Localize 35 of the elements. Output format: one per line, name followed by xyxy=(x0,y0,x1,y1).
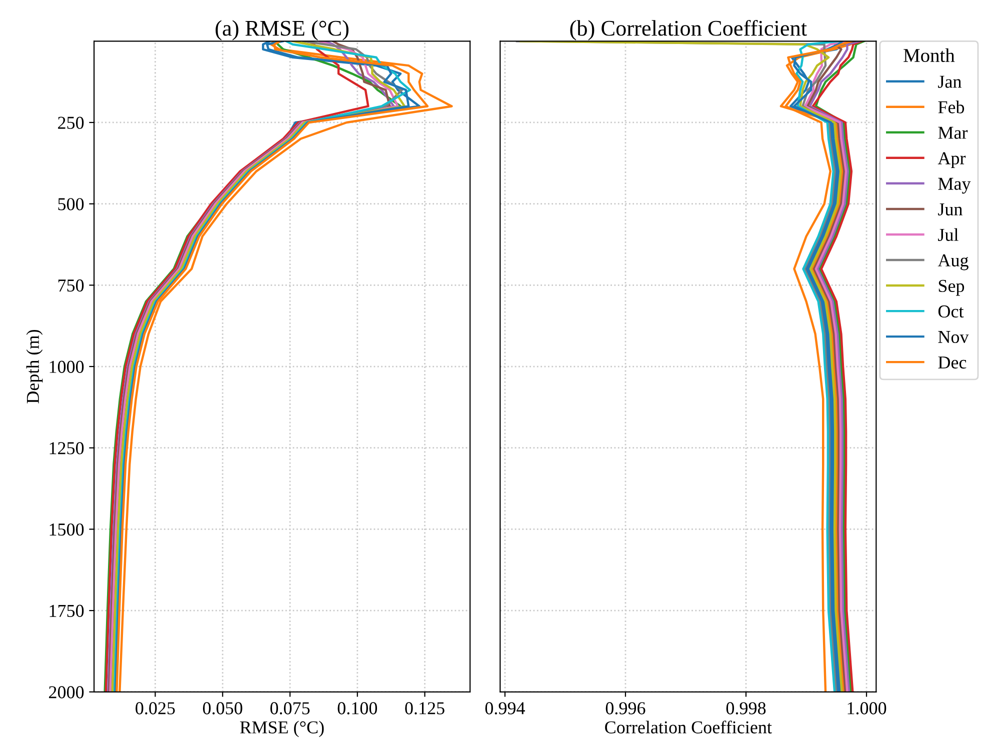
chart-title: (b) Correlation Coefficient xyxy=(570,20,807,40)
y-tick-label: 750 xyxy=(58,279,84,292)
x-tick-label: 0.050 xyxy=(202,702,242,714)
x-tick-label: 0.025 xyxy=(136,702,175,714)
legend-label: Nov xyxy=(938,331,969,344)
legend-label: Apr xyxy=(938,152,966,168)
x-tick-label: 0.125 xyxy=(405,702,444,714)
legend-label: Dec xyxy=(938,356,966,369)
y-tick-label: 1250 xyxy=(50,442,84,454)
y-tick-label: 1750 xyxy=(50,604,84,617)
legend-title: Month xyxy=(904,48,955,62)
x-tick-label: 0.075 xyxy=(270,702,310,714)
legend-label: May xyxy=(938,178,971,194)
x-tick-label: 0.996 xyxy=(606,702,646,714)
legend-label: Jan xyxy=(938,76,962,88)
legend-label: Jun xyxy=(938,203,962,216)
x-tick-label: 0.100 xyxy=(338,702,378,714)
y-tick-label: 2000 xyxy=(49,686,84,698)
x-tick-label: 0.998 xyxy=(726,702,766,714)
x-axis-title: RMSE (°C) xyxy=(240,720,324,738)
y-axis-title: Depth (m) xyxy=(26,330,43,404)
y-tick-label: 500 xyxy=(58,198,84,210)
legend-label: Oct xyxy=(938,305,964,318)
y-tick-label: 1000 xyxy=(50,360,84,373)
x-tick-label: 0.994 xyxy=(485,702,525,714)
x-tick-label: 1.000 xyxy=(848,702,886,714)
legend-label: Mar xyxy=(938,126,968,139)
y-tick-label: 250 xyxy=(58,116,84,129)
legend-label: Aug xyxy=(938,254,968,270)
x-axis-title: Correlation Coefficient xyxy=(605,720,772,734)
legend-label: Jul xyxy=(938,228,958,241)
legend-label: Sep xyxy=(938,280,964,296)
legend-label: Feb xyxy=(938,100,964,114)
chart-title: (a) RMSE (°C) xyxy=(216,20,348,40)
y-tick-label: 1500 xyxy=(50,523,84,536)
